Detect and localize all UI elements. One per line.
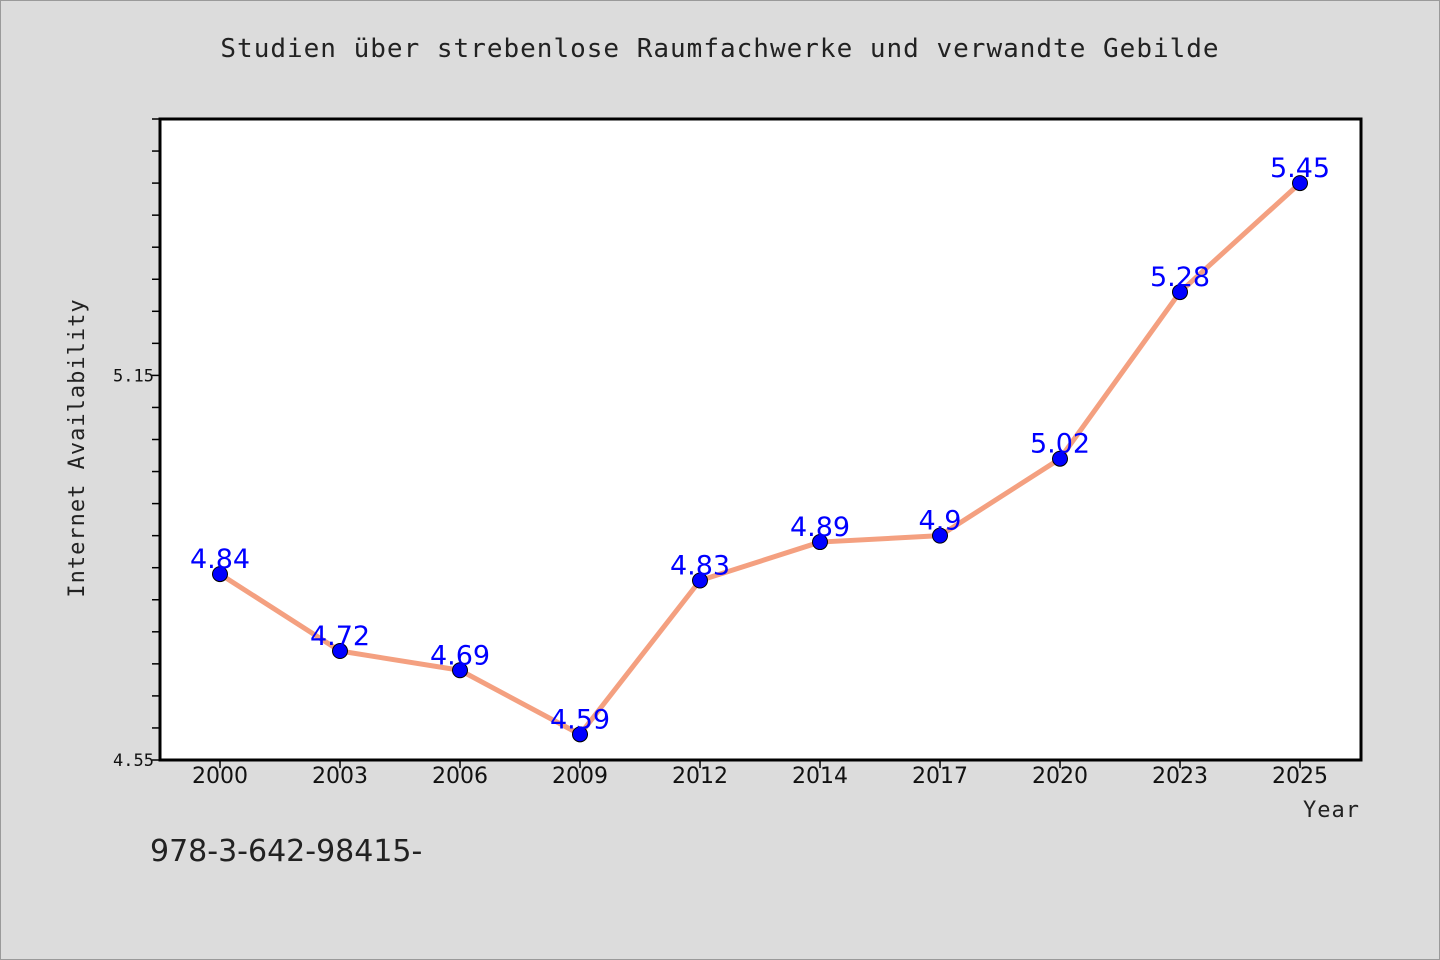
data-label: 5.28 (1150, 262, 1210, 293)
plot-area (158, 117, 1363, 762)
data-point (1292, 175, 1308, 192)
data-label: 4.72 (310, 621, 370, 652)
series-line (218, 181, 1302, 737)
data-point (932, 527, 948, 544)
data-point (212, 566, 228, 583)
chart-title: Studien über strebenlose Raumfachwerke u… (220, 34, 1220, 64)
isbn-code: 978-3-642-98415- (150, 834, 423, 869)
x-tick-label: 2009 (552, 764, 608, 789)
data-label: 4.69 (430, 640, 490, 671)
data-point (812, 534, 828, 551)
data-label: 4.83 (670, 551, 730, 582)
y-axis-ticks: 4.55 5.15 (113, 118, 160, 771)
series-points (212, 175, 1308, 743)
data-point (452, 662, 468, 679)
x-tick-label: 2025 (1272, 764, 1328, 789)
x-tick-label: 2003 (312, 764, 368, 789)
x-tick-label: 2014 (792, 764, 848, 789)
data-point (1172, 284, 1188, 301)
data-point (1052, 450, 1068, 467)
data-label: 4.89 (790, 512, 850, 543)
x-tick-label: 2023 (1152, 764, 1208, 789)
data-point (572, 726, 588, 743)
x-tick-label: 2012 (672, 764, 728, 789)
x-axis-ticks: 2000 2003 2006 2009 2012 2014 2017 2020 2023 2025 (192, 760, 1328, 789)
y-tick-label: 4.55 (113, 751, 154, 771)
data-label: 4.84 (190, 544, 250, 575)
x-axis-title: Year (1303, 798, 1360, 823)
series-lines (218, 181, 1302, 737)
y-axis-title: Internet Availability (65, 298, 90, 597)
data-label: 5.02 (1030, 429, 1090, 460)
data-label: 4.9 (919, 506, 962, 537)
y-tick-label: 5.15 (113, 366, 154, 386)
x-tick-label: 2006 (432, 764, 488, 789)
x-tick-label: 2017 (912, 764, 968, 789)
data-point (332, 643, 348, 660)
data-point (692, 572, 708, 589)
x-tick-label: 2020 (1032, 764, 1088, 789)
series-labels: 4.84 4.72 4.69 4.59 4.83 4.89 4.9 5.02 5.28 5.45 (190, 153, 1330, 735)
x-tick-label: 2000 (192, 764, 248, 789)
data-label: 4.59 (550, 704, 610, 735)
data-label: 5.45 (1270, 153, 1330, 184)
